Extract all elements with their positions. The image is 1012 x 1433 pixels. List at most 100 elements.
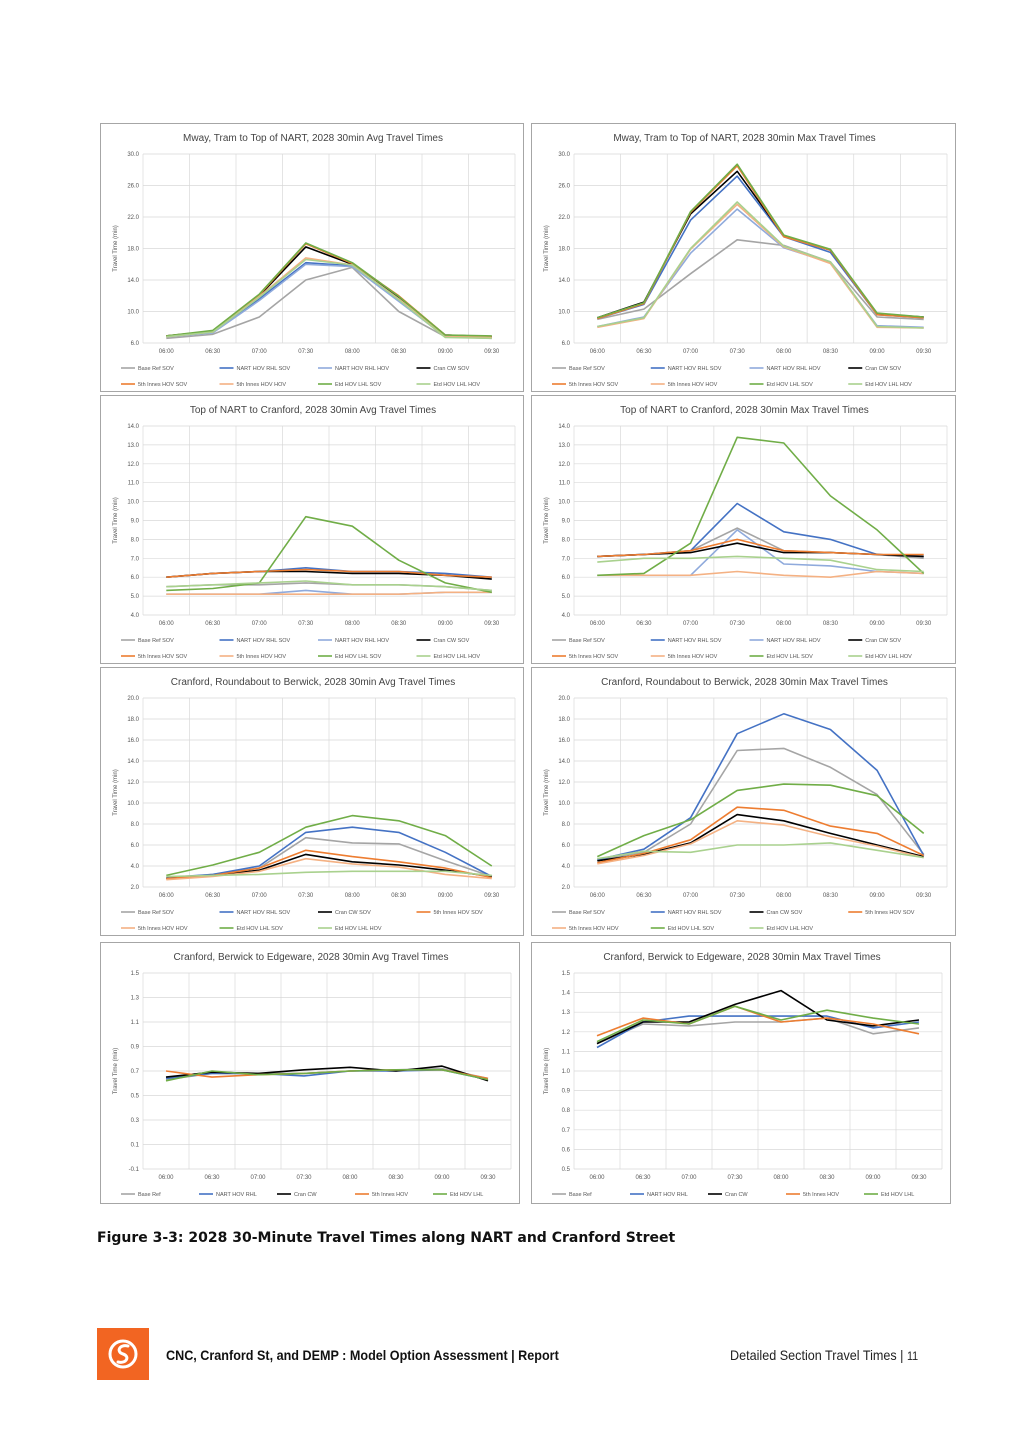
x-tick-label: 08:30 <box>819 1175 835 1181</box>
x-tick-label: 06:00 <box>159 893 175 899</box>
x-tick-label: 06:30 <box>205 893 221 899</box>
legend-entry: 5th Innes HOV HOV <box>569 926 619 932</box>
y-tick-label: 22.0 <box>558 215 570 221</box>
x-tick-label: 08:30 <box>391 893 407 899</box>
series-line <box>596 1005 920 1037</box>
series-line <box>166 266 492 340</box>
y-tick-label: 0.9 <box>562 1089 571 1095</box>
y-tick-label: 5.0 <box>562 594 571 600</box>
y-tick-label: 20.0 <box>558 696 570 702</box>
y-tick-label: 11.0 <box>128 481 140 487</box>
legend-entry: NART HOV RHL <box>647 1192 688 1198</box>
x-tick-label: 09:30 <box>484 349 500 355</box>
chart-svg: Cranford, Roundabout to Berwick, 2028 30… <box>544 677 948 932</box>
legend-entry: Etd HOV LHL HOV <box>434 654 481 660</box>
y-tick-label: 1.4 <box>562 991 571 997</box>
x-tick-label: 06:30 <box>635 1175 651 1181</box>
figure-caption: Figure 3-3: 2028 30-Minute Travel Times … <box>97 1230 676 1246</box>
x-tick-label: 08:30 <box>823 621 839 627</box>
x-tick-label: 09:00 <box>870 349 886 355</box>
x-tick-label: 09:00 <box>438 621 454 627</box>
y-tick-label: 1.5 <box>131 971 140 977</box>
x-tick-label: 06:30 <box>636 621 652 627</box>
y-axis-label: Travel Time (min) <box>113 497 119 543</box>
legend-entry: 5th Innes HOV <box>803 1192 839 1198</box>
x-tick-label: 07:00 <box>683 349 699 355</box>
x-tick-label: 06:30 <box>205 349 221 355</box>
legend-entry: Etd HOV LHL <box>450 1192 483 1198</box>
series-line <box>166 591 492 595</box>
y-tick-label: 14.0 <box>127 759 139 765</box>
y-tick-label: 18.0 <box>558 247 570 253</box>
y-tick-label: 10.0 <box>558 801 570 807</box>
legend-entry: NART HOV RHL SOV <box>668 366 722 372</box>
x-tick-label: 06:30 <box>205 621 221 627</box>
y-tick-label: 8.0 <box>562 537 571 543</box>
x-tick-label: 06:00 <box>589 1175 605 1181</box>
y-tick-label: 9.0 <box>562 519 571 525</box>
series-line <box>596 989 920 1045</box>
footer-section: Detailed Section Travel Times | 11 <box>730 1347 919 1363</box>
legend-entry: 5th Innes HOV SOV <box>569 382 619 388</box>
series-line <box>166 849 492 880</box>
series-line <box>597 842 924 860</box>
legend-entry: 5th Innes HOV SOV <box>569 654 619 660</box>
y-tick-label: 8.0 <box>562 822 571 828</box>
legend-entry: NART HOV RHL HOV <box>767 366 821 372</box>
legend-entry: NART HOV RHL SOV <box>237 366 291 372</box>
chart-panel-6: Cranford, Roundabout to Berwick, 2028 30… <box>531 667 956 936</box>
y-tick-label: 6.0 <box>562 843 571 849</box>
y-tick-label: 12.0 <box>558 780 570 786</box>
chart-panel-7: Cranford, Berwick to Edgeware, 2028 30mi… <box>100 942 520 1204</box>
x-tick-label: 09:00 <box>865 1175 881 1181</box>
series-line <box>596 783 925 858</box>
y-tick-label: 14.0 <box>127 424 139 430</box>
legend-entry: NART HOV RHL SOV <box>237 638 291 644</box>
legend-entry: 5th Innes HOV SOV <box>434 910 484 916</box>
chart-title: Cranford, Roundabout to Berwick, 2028 30… <box>601 677 888 688</box>
y-tick-label: 6.0 <box>562 341 571 347</box>
y-tick-label: 11.0 <box>559 481 571 487</box>
x-tick-label: 09:30 <box>484 621 500 627</box>
legend-entry: NART HOV RHL HOV <box>335 638 389 644</box>
series-line <box>596 1005 920 1043</box>
x-tick-label: 08:00 <box>776 349 792 355</box>
x-tick-label: 07:00 <box>683 893 699 899</box>
x-tick-label: 07:30 <box>727 1175 743 1181</box>
legend-entry: Cran CW <box>294 1192 317 1198</box>
legend-entry: Base Ref SOV <box>569 638 605 644</box>
series-line <box>166 258 492 340</box>
legend-entry: Etd HOV LHL HOV <box>865 654 912 660</box>
y-tick-label: 9.0 <box>131 519 140 525</box>
series-line <box>166 826 493 879</box>
x-tick-label: 07:30 <box>298 621 314 627</box>
legend-entry: Base Ref SOV <box>138 638 174 644</box>
x-tick-label: 07:00 <box>250 1175 266 1181</box>
y-tick-label: 13.0 <box>127 443 139 449</box>
legend-entry: Etd HOV LHL SOV <box>237 926 284 932</box>
series-line <box>597 747 925 861</box>
x-tick-label: 09:00 <box>438 893 454 899</box>
chart-panel-8: Cranford, Berwick to Edgeware, 2028 30mi… <box>531 942 951 1204</box>
y-tick-label: 5.0 <box>131 594 140 600</box>
y-tick-label: 26.0 <box>558 184 570 190</box>
legend-entry: Cran CW <box>725 1192 748 1198</box>
chart-svg: Cranford, Roundabout to Berwick, 2028 30… <box>113 677 516 932</box>
y-tick-label: 0.9 <box>131 1045 140 1051</box>
legend-entry: Etd HOV LHL SOV <box>335 382 382 388</box>
y-tick-label: 0.6 <box>562 1147 571 1153</box>
x-tick-label: 08:00 <box>773 1175 789 1181</box>
legend-entry: Cran CW SOV <box>434 638 470 644</box>
y-tick-label: 16.0 <box>127 738 139 744</box>
legend-entry: NART HOV RHL SOV <box>668 638 722 644</box>
x-tick-label: 06:30 <box>204 1175 220 1181</box>
legend-entry: Cran CW SOV <box>865 638 901 644</box>
x-tick-label: 07:00 <box>252 621 268 627</box>
y-tick-label: 8.0 <box>131 822 140 828</box>
y-tick-label: 0.8 <box>562 1108 571 1114</box>
legend-entry: Etd HOV LHL SOV <box>668 926 715 932</box>
legend-entry: Cran CW SOV <box>434 366 470 372</box>
legend-entry: Etd HOV LHL <box>881 1192 914 1198</box>
x-tick-label: 07:00 <box>683 621 699 627</box>
legend-entry: 5th Innes HOV <box>372 1192 408 1198</box>
